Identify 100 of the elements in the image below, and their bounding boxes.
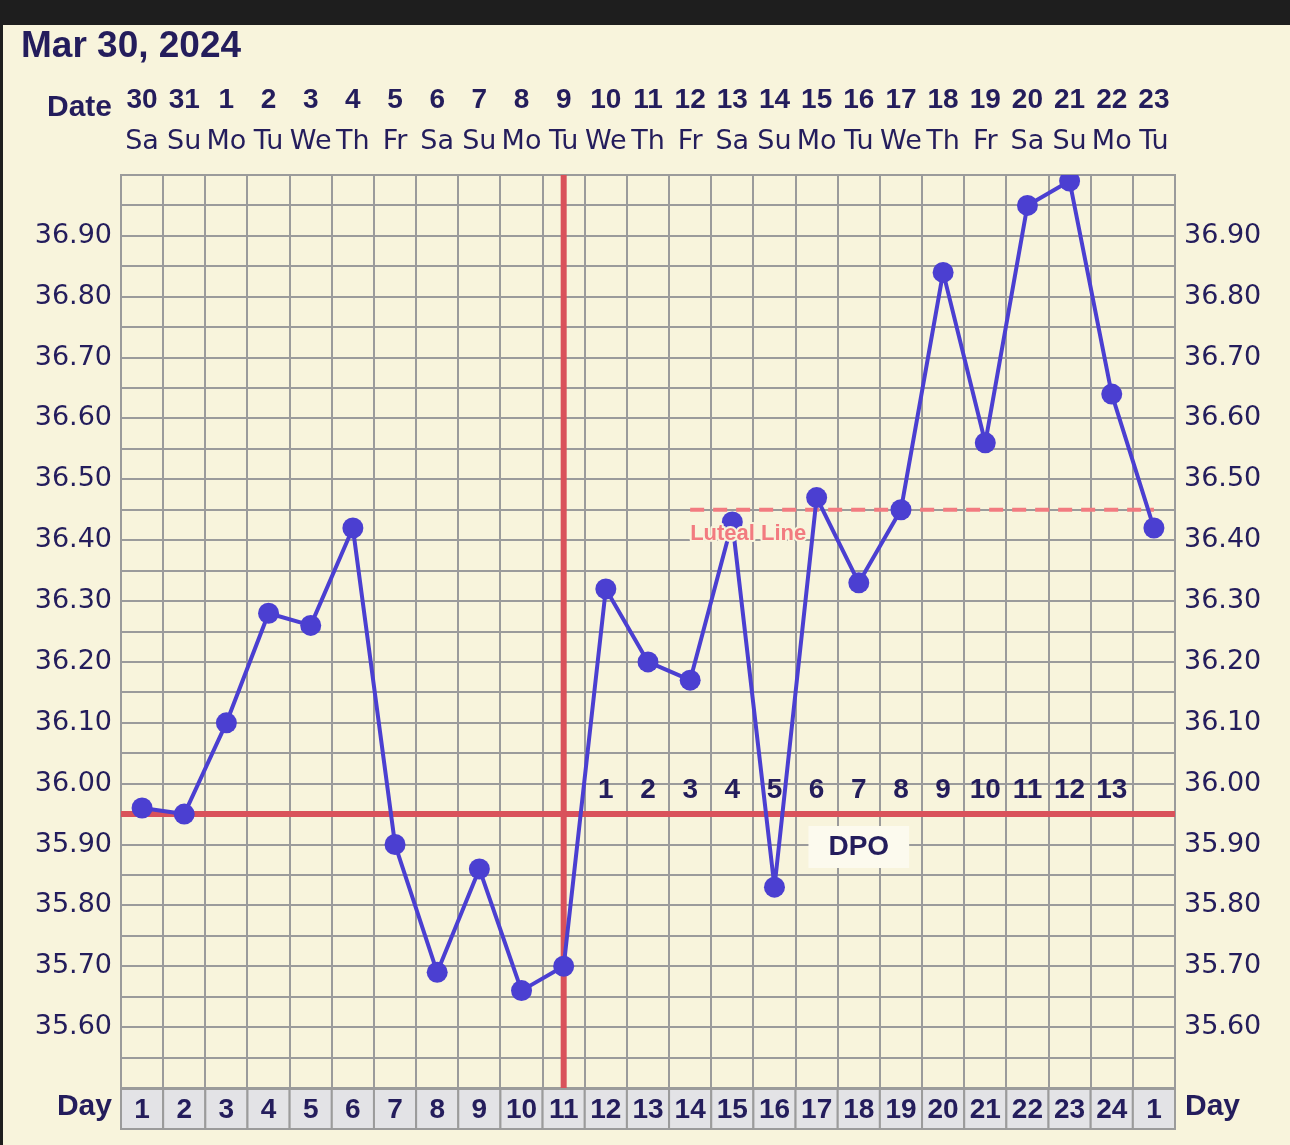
annotation: 11 [1012, 772, 1043, 804]
point [468, 858, 490, 880]
x-tick-label: 4 Th [335, 82, 370, 156]
x-tick-label: 13 Sa [715, 82, 750, 156]
point [974, 432, 996, 454]
annotation: 1 [1146, 1092, 1162, 1124]
y-tick-label: 36.70 [34, 339, 112, 371]
x-tick-label: 14 Su [757, 82, 792, 156]
point [342, 517, 364, 539]
point [553, 955, 575, 977]
annotation: 6 [345, 1092, 361, 1124]
annotation: 24 [1096, 1092, 1128, 1124]
point [679, 669, 701, 691]
annotation: 4 [724, 772, 741, 804]
x-tick-label: 8 Mo [501, 82, 542, 156]
x-tick-label: 31 Su [167, 82, 202, 156]
annotation: 12 [590, 1092, 622, 1124]
y-tick-label: 35.80 [34, 887, 112, 919]
annotation: 20 [927, 1092, 959, 1124]
annotation: 1 [598, 772, 614, 804]
x-tick-label: 19 Fr [969, 82, 1001, 156]
annotation: 13 [632, 1092, 664, 1124]
annotation: 1 [134, 1092, 150, 1124]
text: Day [1185, 1088, 1241, 1122]
y2-tick-label: 36.80 [1184, 278, 1262, 310]
y2-tick-label: 35.80 [1184, 887, 1262, 919]
annotation: 15 [716, 1092, 748, 1124]
annotation: 22 [1011, 1092, 1044, 1124]
x-tick-label: 17 We [880, 82, 922, 156]
y-tick-label: 36.00 [34, 765, 112, 797]
y2-tick-label: 36.00 [1184, 765, 1262, 797]
y-tick-label: 35.60 [34, 1009, 112, 1041]
point [848, 572, 870, 594]
chart-title: Mar 30, 2024 [21, 24, 242, 66]
x-tick-label: 1 Mo [206, 82, 247, 156]
annotation: 14 [674, 1092, 707, 1124]
point [173, 803, 195, 825]
x-tick-label: 11 Th [630, 82, 665, 156]
x-tick-label: 16 Tu [843, 82, 875, 156]
point [806, 487, 828, 509]
y-tick-label: 36.40 [34, 522, 112, 554]
annotation: 3 [682, 772, 698, 804]
point [1101, 383, 1123, 405]
y-tick-label: 36.20 [34, 643, 112, 675]
y-tick-label: 36.90 [34, 217, 112, 249]
point [1143, 517, 1165, 539]
point [258, 602, 280, 624]
annotation: 17 [801, 1092, 833, 1124]
x-tick-label: 20 Sa [1010, 82, 1045, 156]
y2-tick-label: 36.50 [1184, 461, 1262, 493]
x-tick-label: 2 Tu [252, 82, 284, 156]
y-tick-label: 36.10 [34, 704, 112, 736]
annotation: 7 [387, 1092, 403, 1124]
annotation: 11 [548, 1092, 579, 1124]
y2-tick-label: 35.60 [1184, 1009, 1262, 1041]
point [215, 712, 237, 734]
x-tick-label: 18 Th [925, 82, 960, 156]
x-tick-label: 3 We [289, 82, 332, 156]
y2-tick-label: 36.60 [1184, 400, 1262, 432]
point [300, 614, 322, 636]
x-tick-label: 21 Su [1052, 82, 1087, 156]
x-tick-label: 6 Sa [420, 82, 455, 156]
point [131, 797, 153, 819]
annotation: 18 [843, 1092, 875, 1124]
y-tick-label: 36.30 [34, 583, 112, 615]
annotation: 5 [302, 1092, 319, 1124]
annotation: 12 [1054, 772, 1086, 804]
y2-tick-label: 35.70 [1184, 948, 1262, 980]
annotation: 16 [758, 1092, 791, 1124]
x-tick-label: 23 Tu [1138, 82, 1170, 156]
annotation: 3 [218, 1092, 235, 1124]
x-tick-label: 9 Tu [547, 82, 579, 156]
x-tick-label: 15 Mo [796, 82, 837, 156]
annotation: 7 [851, 772, 867, 804]
point [426, 961, 448, 983]
x-tick-label: 5 Fr [382, 82, 409, 156]
point [511, 980, 533, 1002]
y2-tick-label: 35.90 [1184, 826, 1262, 858]
text: Day [56, 1088, 113, 1122]
ref-line-label: DPO [828, 829, 890, 861]
annotation: 2 [640, 772, 656, 804]
y2-tick-label: 36.20 [1184, 643, 1262, 675]
annotation: 8 [893, 772, 909, 804]
annotation: 10 [969, 772, 1001, 804]
annotation: 13 [1096, 772, 1128, 804]
y-tick-label: 36.80 [34, 278, 112, 310]
y2-tick-label: 36.30 [1184, 583, 1262, 615]
y2-tick-label: 36.70 [1184, 339, 1262, 371]
annotation: 4 [260, 1092, 277, 1124]
y-tick-label: 35.70 [34, 948, 112, 980]
x-tick-label: 10 We [584, 82, 627, 156]
y-tick-label: 35.90 [34, 826, 112, 858]
x-tick-label: 7 Su [462, 82, 497, 156]
y2-tick-label: 36.90 [1184, 217, 1262, 249]
point [595, 578, 617, 600]
annotation: 21 [969, 1092, 1001, 1124]
y-tick-label: 36.50 [34, 461, 112, 493]
annotation: 5 [766, 772, 783, 804]
point [932, 261, 954, 283]
annotation: 8 [429, 1092, 445, 1124]
